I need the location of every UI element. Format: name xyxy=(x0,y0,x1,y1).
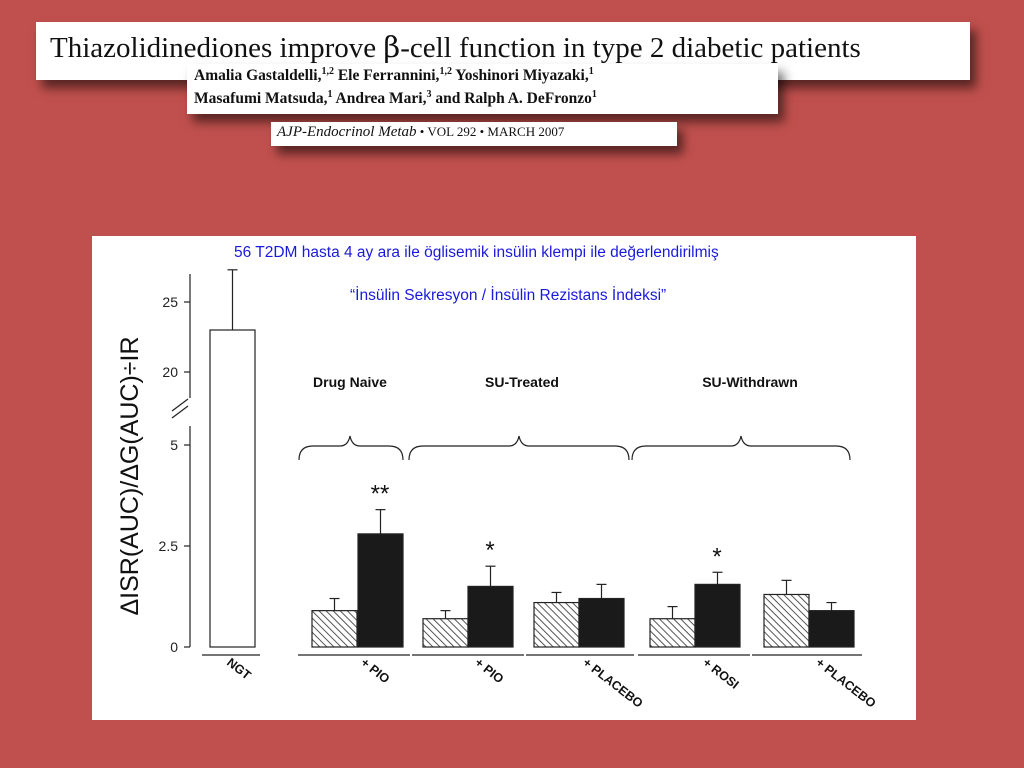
group-label: Drug Naive xyxy=(313,374,387,390)
author-1-affiliation: 1,2 xyxy=(321,66,334,77)
chart-panel: 56 T2DM hasta 4 ay ara ile öglisemik ins… xyxy=(92,236,916,720)
x-tick-label: + PLACEBO xyxy=(813,655,878,710)
bar-white xyxy=(209,329,256,648)
x-tick-label: + PIO xyxy=(358,655,392,686)
group-label: SU-Withdrawn xyxy=(702,374,798,390)
author-6-affiliation: 1 xyxy=(591,89,597,100)
x-tick-label: + PIO xyxy=(472,655,506,686)
bar-black xyxy=(357,533,404,648)
bar-hatched xyxy=(422,618,469,648)
bar-black xyxy=(467,585,514,648)
journal-citation: AJP-Endocrinol Metab • VOL 292 • MARCH 2… xyxy=(277,124,564,141)
group-bracket xyxy=(298,435,404,461)
authors-line-2: Masafumi Matsuda,1 Andrea Mari,3 and Ral… xyxy=(194,89,597,108)
group-bracket xyxy=(408,435,630,461)
x-tick-label: + PLACEBO xyxy=(580,655,645,710)
annotation-line-2: “İnsülin Sekresyon / İnsülin Rezistans İ… xyxy=(350,286,666,304)
y-tick-label: 2.5 xyxy=(159,538,179,554)
author-5-affiliation: 3 xyxy=(426,89,432,100)
author-6: and Ralph A. DeFronzo xyxy=(431,90,592,108)
significance-marker: ** xyxy=(371,481,390,508)
group-bracket xyxy=(631,435,851,461)
axis-break-mark xyxy=(171,398,189,412)
bar-hatched xyxy=(649,618,696,648)
bar-black xyxy=(578,597,625,648)
paper-title-part1: Thiazolidinediones improve xyxy=(50,32,384,64)
author-2-affiliation: 1,2 xyxy=(439,66,452,77)
author-4: Masafumi Matsuda, xyxy=(194,90,328,108)
author-4-affiliation: 1 xyxy=(327,89,333,100)
paper-title: Thiazolidinediones improve β-cell functi… xyxy=(50,30,861,65)
y-tick-label: 25 xyxy=(162,294,178,310)
bar-chart: 56 T2DM hasta 4 ay ara ile öglisemik ins… xyxy=(116,244,879,711)
author-2: Ele Ferrannini, xyxy=(333,67,440,85)
bar-hatched xyxy=(763,593,810,648)
paper-title-beta: β xyxy=(383,30,401,64)
author-5: Andrea Mari, xyxy=(332,90,427,108)
paper-journal-box: AJP-Endocrinol Metab • VOL 292 • MARCH 2… xyxy=(271,122,677,146)
bar-hatched xyxy=(533,601,580,648)
author-3: Yoshinori Miyazaki, xyxy=(451,67,589,85)
y-axis-label: ΔISR(AUC)/ΔG(AUC)÷IR xyxy=(116,336,144,615)
y-tick-label: 20 xyxy=(162,364,178,380)
journal-details: • VOL 292 • MARCH 2007 xyxy=(416,124,565,139)
y-tick-label: 5 xyxy=(170,437,178,453)
journal-name: AJP-Endocrinol Metab xyxy=(277,124,417,140)
bar-black xyxy=(808,610,855,648)
y-tick-label: 0 xyxy=(170,639,178,655)
authors-line-1: Amalia Gastaldelli,1,2 Ele Ferrannini,1,… xyxy=(194,66,594,85)
group-label: SU-Treated xyxy=(485,374,559,390)
axis-break-mark xyxy=(171,405,189,419)
annotation-line-1: 56 T2DM hasta 4 ay ara ile öglisemik ins… xyxy=(234,244,719,261)
paper-title-part2: -cell function in type 2 diabetic patien… xyxy=(400,32,861,64)
x-tick-label: + ROSI xyxy=(700,655,741,691)
author-3-affiliation: 1 xyxy=(588,66,594,77)
bar-hatched xyxy=(311,610,358,648)
x-tick-label: NGT xyxy=(224,655,254,683)
significance-marker: * xyxy=(485,537,494,564)
significance-marker: * xyxy=(712,543,721,570)
bar-black xyxy=(694,583,741,648)
paper-authors-box: Amalia Gastaldelli,1,2 Ele Ferrannini,1,… xyxy=(187,64,778,114)
author-1: Amalia Gastaldelli, xyxy=(194,67,322,85)
